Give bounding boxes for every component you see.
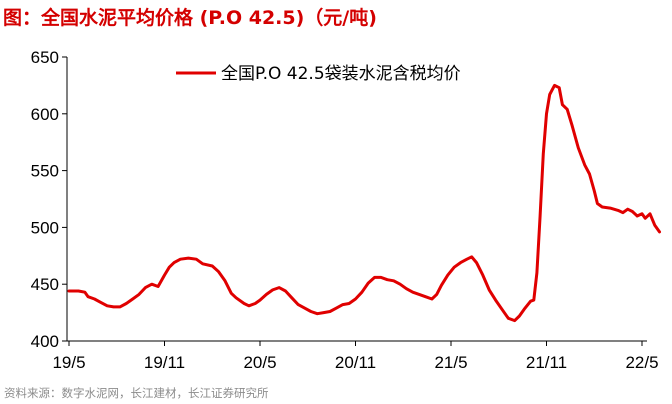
source-note: 资料来源：数字水泥网，长江建材，长江证券研究所 [4, 386, 269, 400]
y-tick-label: 500 [31, 218, 59, 237]
y-tick-label: 550 [31, 162, 59, 181]
y-tick-label: 400 [31, 332, 59, 351]
legend-label: 全国P.O 42.5袋装水泥含税均价 [221, 64, 461, 84]
y-axis: 400 450 500 550 600 650 [31, 48, 68, 351]
x-tick-label: 20/11 [335, 353, 376, 372]
figure-title: 图：全国水泥平均价格 (P.O 42.5)（元/吨) [3, 7, 377, 29]
x-tick-label: 20/5 [243, 353, 276, 372]
x-tick-label: 19/11 [144, 353, 185, 372]
y-tick-label: 600 [31, 105, 59, 124]
y-tick-label: 650 [31, 48, 59, 67]
x-tick-label: 21/5 [434, 353, 467, 372]
x-tick-label: 22/5 [625, 353, 658, 372]
series-line [67, 83, 661, 323]
x-tick-label: 21/11 [526, 353, 567, 372]
series-layer [67, 83, 661, 323]
legend: 全国P.O 42.5袋装水泥含税均价 [176, 64, 461, 84]
x-tick-label: 19/5 [52, 353, 85, 372]
x-axis: 19/5 19/11 20/5 20/11 21/5 21/11 22/5 [52, 340, 659, 372]
y-tick-label: 450 [31, 275, 59, 294]
